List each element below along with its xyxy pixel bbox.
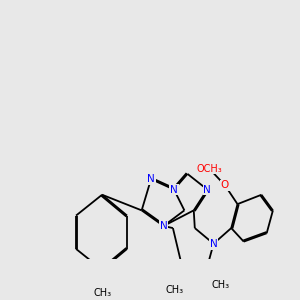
Text: N: N [147, 174, 155, 184]
Text: N: N [203, 184, 211, 194]
Text: CH₃: CH₃ [166, 284, 184, 295]
Text: OCH₃: OCH₃ [196, 164, 222, 174]
Text: O: O [221, 180, 229, 190]
Text: N: N [170, 184, 178, 194]
Text: N: N [210, 239, 218, 249]
Text: N: N [160, 221, 167, 231]
Text: CH₃: CH₃ [212, 280, 230, 290]
Text: CH₃: CH₃ [93, 288, 111, 298]
